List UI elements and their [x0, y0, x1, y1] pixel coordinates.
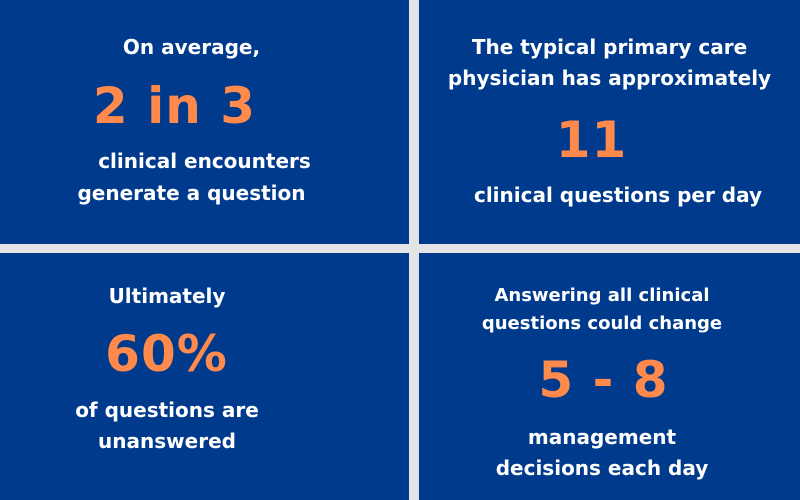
panel-desc: clinical questions per day	[473, 183, 763, 207]
panel-desc-line-2: generate a question	[77, 181, 306, 205]
panel-desc-line-2: decisions each day	[495, 456, 709, 480]
stat-panel-management-decisions: Answering all clinical questions could c…	[419, 253, 800, 500]
stat-panel-unanswered: Ultimately 60% of questions are unanswer…	[0, 253, 409, 500]
panel-stat: 2 in 3	[92, 77, 257, 135]
panel-intro-line-1: The typical primary care	[471, 35, 748, 59]
panel-intro: On average,	[122, 35, 261, 59]
panel-intro-line-1: Answering all clinical	[494, 285, 710, 306]
stat-panel-encounters: On average, 2 in 3 clinical encounters g…	[0, 0, 409, 244]
panel-stat: 60%	[105, 325, 228, 383]
panel-desc-line-1: of questions are	[75, 398, 259, 422]
panel-desc-line-1: management	[527, 425, 677, 449]
panel-intro-line-2: physician has approximately	[447, 66, 772, 90]
stat-panel-questions-per-day: The typical primary care physician has a…	[419, 0, 800, 244]
panel-desc-line-1: clinical encounters	[98, 149, 311, 173]
panel-stat: 11	[555, 111, 628, 169]
panel-intro: Ultimately	[108, 284, 226, 308]
panel-intro-line-2: questions could change	[481, 313, 723, 334]
panel-desc-line-2: unanswered	[98, 429, 236, 453]
panel-stat: 5 - 8	[538, 351, 669, 409]
